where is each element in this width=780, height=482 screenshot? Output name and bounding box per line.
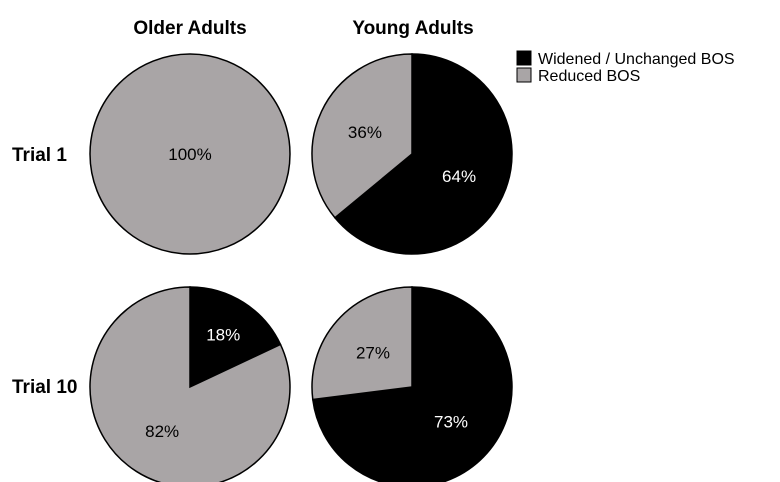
column-title-older-adults: Older Adults	[133, 18, 246, 39]
column-title-young-adults: Young Adults	[352, 18, 473, 39]
pie-label-trial-1-young-adults-reduced-bos: 36%	[348, 123, 382, 142]
pie-label-trial-10-young-adults-reduced-bos: 27%	[356, 344, 390, 363]
legend-label-widened: Widened / Unchanged BOS	[538, 51, 735, 68]
pie-slice-trial-1-young-adults-widened-unchanged-bos	[333, 53, 513, 255]
pie-slice-trial-1-young-adults-reduced-bos	[311, 53, 413, 219]
legend: Widened / Unchanged BOS Reduced BOS	[516, 50, 735, 85]
pie-trial-1-older-adults: 100%	[89, 53, 291, 255]
legend-swatch-widened	[516, 50, 532, 66]
legend-swatch-reduced	[516, 67, 532, 83]
legend-label-reduced: Reduced BOS	[538, 68, 640, 85]
pie-trial-1-young-adults: 64% 36%	[311, 53, 513, 255]
pie-slice-trial-10-young-adults-reduced-bos	[311, 286, 413, 401]
row-title-trial-1: Trial 1	[12, 145, 67, 166]
pie-label-trial-1-young-adults-widened-unchanged-bos: 64%	[442, 167, 476, 186]
pie-label-trial-10-older-adults-widened-unchanged-bos: 18%	[206, 326, 240, 345]
row-title-trial-10: Trial 10	[12, 377, 78, 398]
pie-slice-trial-10-older-adults-widened-unchanged-bos	[189, 286, 282, 389]
pie-slice-trial-1-older-adults-reduced-bos	[89, 53, 291, 255]
pies-layer: 100% 64% 36% 18% 82% 73% 27%	[89, 53, 513, 482]
pie-trial-10-young-adults: 73% 27%	[311, 286, 513, 482]
pie-label-trial-10-young-adults-widened-unchanged-bos: 73%	[434, 412, 468, 431]
pie-label-trial-1-older-adults-reduced-bos: 100%	[168, 145, 211, 164]
pie-label-trial-10-older-adults-reduced-bos: 82%	[145, 422, 179, 441]
pie-trial-10-older-adults: 18% 82%	[89, 286, 291, 482]
pie-slice-trial-10-older-adults-reduced-bos	[89, 286, 291, 482]
